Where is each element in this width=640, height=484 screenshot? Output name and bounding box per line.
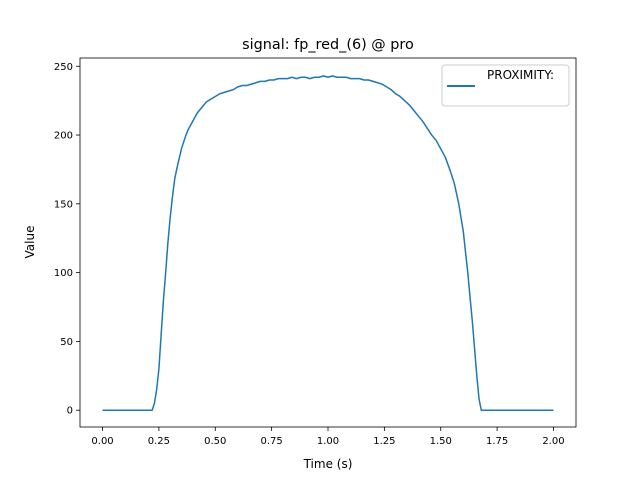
x-tick-label: 1.75 xyxy=(486,436,508,447)
chart-title: signal: fp_red_(6) @ pro xyxy=(242,37,414,53)
x-tick-label: 2.00 xyxy=(542,436,564,447)
y-tick-label: 50 xyxy=(60,337,73,348)
legend-box xyxy=(441,64,570,107)
y-tick-label: 250 xyxy=(54,62,73,73)
x-tick-label: 1.50 xyxy=(430,436,452,447)
x-axis-label: Time (s) xyxy=(303,457,353,471)
x-tick-label: 1.00 xyxy=(317,436,339,447)
x-axis: 0.00 0.25 0.50 0.75 1.00 1.25 1.50 1.75 2.00 xyxy=(91,427,565,447)
x-tick-label: 1.25 xyxy=(373,436,395,447)
x-tick-label: 0.25 xyxy=(148,436,170,447)
x-tick-label: 0.75 xyxy=(261,436,283,447)
series-line-0 xyxy=(102,75,554,411)
legend-label: PROXIMITY: xyxy=(487,68,554,82)
y-axis-label: Value xyxy=(23,226,37,259)
y-axis: 0 50 100 150 200 250 xyxy=(54,62,80,417)
y-tick-label: 0 xyxy=(67,406,73,417)
x-tick-label: 0.50 xyxy=(204,436,226,447)
x-tick-label: 0.00 xyxy=(91,436,113,447)
legend: PROXIMITY: xyxy=(441,64,570,107)
y-tick-label: 200 xyxy=(54,131,73,142)
y-tick-label: 100 xyxy=(54,268,73,279)
y-tick-label: 150 xyxy=(54,199,73,210)
